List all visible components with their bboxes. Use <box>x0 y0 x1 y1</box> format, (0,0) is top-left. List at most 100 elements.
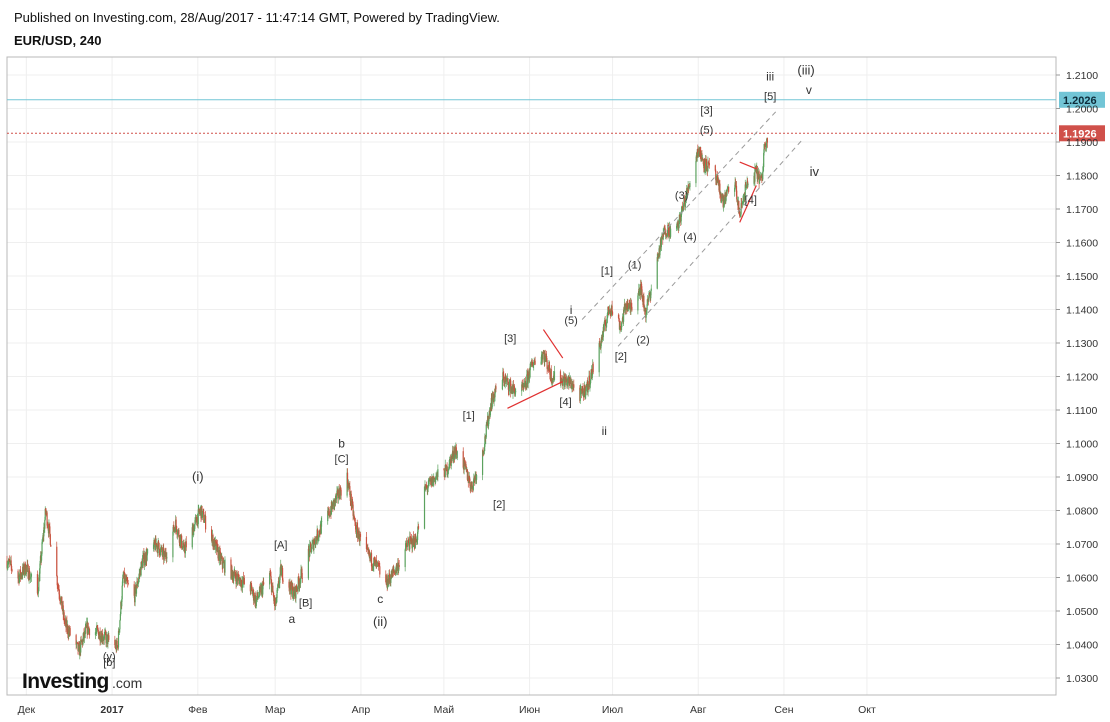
candle-body <box>356 524 358 527</box>
candle-body <box>765 146 767 148</box>
candle-body <box>233 576 235 581</box>
candle-body <box>234 575 237 579</box>
candle-body <box>139 573 141 574</box>
candle-body <box>465 464 467 468</box>
candle-body <box>127 582 129 583</box>
candle-body <box>137 583 139 586</box>
candle-body <box>118 629 121 633</box>
candle-body <box>117 646 119 647</box>
candle-body <box>411 538 413 540</box>
candle-body <box>272 592 274 596</box>
candle-body <box>705 159 707 170</box>
candle-body <box>338 489 340 497</box>
wave-label: [2] <box>493 499 505 511</box>
candle-body <box>666 234 668 236</box>
candle-body <box>533 362 535 366</box>
candle-body <box>215 542 217 544</box>
y-tick-label: 1.1000 <box>1066 439 1098 451</box>
candle-body <box>592 363 594 373</box>
candle-body <box>515 391 517 392</box>
candle-body <box>678 214 680 224</box>
candle-body <box>292 586 294 598</box>
candle-body <box>763 144 765 153</box>
candle-body <box>193 524 196 531</box>
candle-body <box>744 184 746 195</box>
candle-body <box>720 194 722 202</box>
candle-body <box>553 371 556 380</box>
y-tick-label: 1.1200 <box>1066 372 1098 384</box>
y-tick-label: 1.0900 <box>1066 472 1098 484</box>
candle-body <box>143 561 145 566</box>
candle-body <box>495 386 497 390</box>
candle-body <box>649 292 651 296</box>
candle-body <box>238 576 240 579</box>
candle-body <box>667 224 669 227</box>
candle-body <box>320 521 322 534</box>
candle-body <box>746 180 749 186</box>
candle-body <box>97 628 99 630</box>
candle-body <box>311 541 314 544</box>
candle-body <box>191 527 193 548</box>
candle-body <box>589 384 591 388</box>
candle-body <box>704 158 706 170</box>
candle-body <box>398 564 400 568</box>
candle-body <box>263 582 265 585</box>
candle-body <box>765 143 768 147</box>
wedge-lines <box>507 161 757 409</box>
y-tick-label: 1.1100 <box>1066 405 1097 417</box>
candle-body <box>524 381 527 387</box>
candle-body <box>624 304 626 305</box>
candle-body <box>122 578 124 586</box>
candle-body <box>176 534 179 535</box>
candle-body <box>88 628 91 636</box>
candle-body <box>560 378 562 382</box>
candle-body <box>747 183 749 186</box>
candle-body <box>295 585 297 599</box>
candle-body <box>193 527 195 536</box>
candle-body <box>75 642 78 645</box>
candle-body <box>240 579 243 586</box>
candle-body <box>664 227 666 228</box>
candle-body <box>315 537 317 539</box>
wave-label: [A] <box>274 540 287 552</box>
candle-body <box>236 573 238 578</box>
candle-body <box>414 536 416 548</box>
x-tick-label: Авг <box>690 704 707 716</box>
candle-body <box>279 567 281 576</box>
candle-body <box>49 526 51 535</box>
candle-body <box>627 302 629 312</box>
candle-body <box>103 634 105 641</box>
price-level-value: 1.1926 <box>1063 128 1097 140</box>
candle-body <box>373 558 375 567</box>
candle-body <box>585 385 587 391</box>
candle-body <box>513 385 515 391</box>
candle-body <box>279 575 281 584</box>
candle-body <box>176 532 178 535</box>
candle-body <box>564 377 566 387</box>
candle-body <box>201 512 203 518</box>
candle-body <box>608 309 610 314</box>
candle-body <box>533 360 535 363</box>
price-level-value: 1.2026 <box>1063 95 1097 107</box>
candle-body <box>727 187 729 189</box>
candle-body <box>237 575 239 581</box>
candle-body <box>108 635 110 640</box>
candle-body <box>678 223 680 229</box>
candle-body <box>489 407 492 416</box>
logo-brand: Investing <box>22 670 109 693</box>
candle-body <box>425 485 427 487</box>
candle-body <box>540 361 542 365</box>
candle-body <box>434 477 437 483</box>
candle-body <box>274 597 276 606</box>
candle-body <box>137 581 139 584</box>
candle-body <box>447 469 450 471</box>
candle-body <box>6 565 9 568</box>
candle-body <box>17 570 19 579</box>
candle-body <box>417 526 419 532</box>
candle-body <box>528 371 530 379</box>
candle-body <box>532 365 534 368</box>
candle-body <box>48 524 50 527</box>
candle-body <box>437 469 439 477</box>
candle-body <box>526 374 528 388</box>
